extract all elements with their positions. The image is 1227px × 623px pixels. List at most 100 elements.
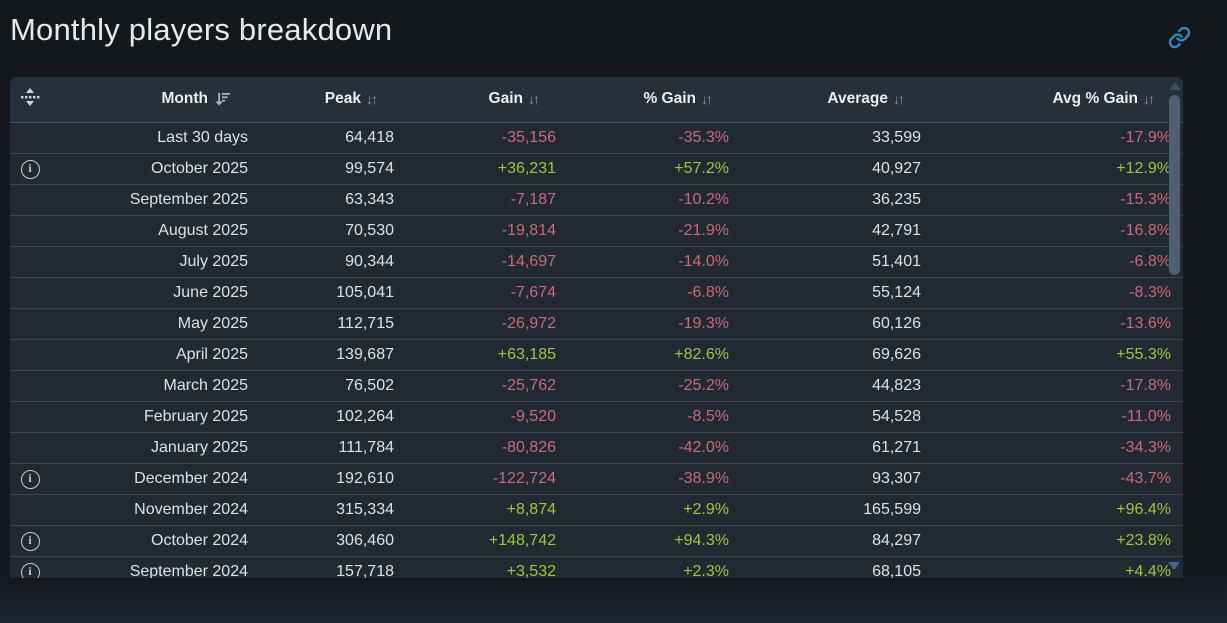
cell-average: 93,307: [741, 463, 933, 495]
cell-gain: +3,532: [406, 556, 568, 578]
permalink-link-icon[interactable]: [1168, 26, 1191, 49]
cell-avg-pct: +23.8%: [933, 525, 1183, 557]
cell-month: July 2025: [50, 246, 260, 278]
table-row[interactable]: i October 2024 306,460 +148,742 +94.3% 8…: [10, 525, 1183, 557]
info-icon[interactable]: i: [20, 160, 40, 179]
table-row[interactable]: i September 2025 63,343 -7,187 -10.2% 36…: [10, 184, 1183, 216]
cell-gain: -35,156: [501, 129, 556, 146]
drag-move-icon: [21, 88, 40, 106]
table-row[interactable]: i April 2025 139,687 +63,185 +82.6% 69,6…: [10, 339, 1183, 371]
cell-peak: 157,718: [260, 556, 406, 578]
cell-month: June 2025: [50, 277, 260, 309]
cell-gain-pct: -10.2%: [568, 184, 741, 216]
cell-month: December 2024: [50, 463, 260, 495]
table-row[interactable]: i October 2025 99,574 +36,231 +57.2% 40,…: [10, 153, 1183, 185]
col-header-gain-pct[interactable]: % Gain ↓↑: [568, 77, 741, 123]
cell-month: November 2024: [50, 494, 260, 526]
table-row[interactable]: i December 2024 192,610 -122,724 -38.9% …: [10, 463, 1183, 495]
table-row[interactable]: i March 2025 76,502 -25,762 -25.2% 44,82…: [10, 370, 1183, 402]
cell-gain: -14,697: [406, 246, 568, 278]
table-row[interactable]: i September 2024 157,718 +3,532 +2.3% 68…: [10, 556, 1183, 578]
cell-gain: +36,231: [406, 153, 568, 185]
table-row[interactable]: i November 2024 315,334 +8,874 +2.9% 165…: [10, 494, 1183, 526]
col-header-peak[interactable]: Peak ↓↑: [260, 77, 406, 123]
cell-avg-pct: +12.9%: [933, 153, 1183, 185]
cell-avg-pct: -43.7%: [933, 463, 1183, 495]
cell-avg-pct: +55.3%: [933, 339, 1183, 371]
col-header-avg-pct[interactable]: Avg % Gain ↓↑: [933, 77, 1183, 123]
cell-info: i: [10, 556, 50, 578]
cell-info: i: [10, 123, 50, 154]
cell-month: April 2025: [50, 339, 260, 371]
cell-average: 51,401: [741, 246, 933, 278]
cell-gain: -122,724: [406, 463, 568, 495]
scroll-down-arrow-icon[interactable]: [1168, 562, 1180, 570]
cell-gain: -26,972: [406, 308, 568, 340]
cell-peak: 90,344: [260, 246, 406, 278]
cell-info: i: [10, 494, 50, 526]
cell-avg-pct: -16.8%: [933, 215, 1183, 247]
page-title: Monthly players breakdown: [10, 12, 393, 47]
sort-updown-icon: ↓↑: [1143, 91, 1155, 108]
cell-peak: 306,460: [260, 525, 406, 557]
cell-average: 33,599: [872, 129, 921, 146]
cell-info: i: [10, 153, 50, 185]
cell-gain: +63,185: [406, 339, 568, 371]
cell-peak: 70,530: [260, 215, 406, 247]
cell-gain: -25,762: [406, 370, 568, 402]
cell-average: 40,927: [741, 153, 933, 185]
col-header-average[interactable]: Average ↓↑: [741, 77, 933, 123]
cell-gain: -80,826: [406, 432, 568, 464]
cell-month: March 2025: [50, 370, 260, 402]
monthly-players-table: Month Peak ↓↑ Gain ↓↑ % Gain ↓↑: [10, 77, 1183, 578]
sort-updown-icon: ↓↑: [528, 91, 540, 108]
col-header-month[interactable]: Month: [50, 77, 260, 123]
cell-peak: 102,264: [260, 401, 406, 433]
cell-avg-pct: -34.3%: [933, 432, 1183, 464]
col-label-peak: Peak: [324, 90, 361, 108]
cell-info: i: [10, 215, 50, 247]
info-icon[interactable]: i: [20, 563, 40, 578]
info-icon[interactable]: i: [20, 470, 40, 489]
vertical-scrollbar: [1168, 82, 1181, 572]
sort-updown-icon: ↓↑: [701, 91, 713, 108]
table-row[interactable]: i August 2025 70,530 -19,814 -21.9% 42,7…: [10, 215, 1183, 247]
table-row[interactable]: i February 2025 102,264 -9,520 -8.5% 54,…: [10, 401, 1183, 433]
col-label-avg-pct: Avg % Gain: [1052, 90, 1138, 108]
cell-avg-pct: -17.8%: [933, 370, 1183, 402]
cell-avg-pct: -6.8%: [933, 246, 1183, 278]
cell-peak: 99,574: [260, 153, 406, 185]
cell-peak: 111,784: [260, 432, 406, 464]
cell-peak: 315,334: [260, 494, 406, 526]
table-row[interactable]: i June 2025 105,041 -7,674 -6.8% 55,124 …: [10, 277, 1183, 309]
col-label-month: Month: [161, 90, 208, 108]
table-row[interactable]: i July 2025 90,344 -14,697 -14.0% 51,401…: [10, 246, 1183, 278]
cell-average: 68,105: [741, 556, 933, 578]
cell-peak: 112,715: [260, 308, 406, 340]
cell-info: i: [10, 370, 50, 402]
cell-peak: 105,041: [260, 277, 406, 309]
scroll-up-arrow-icon[interactable]: [1168, 82, 1181, 90]
cell-peak: 63,343: [260, 184, 406, 216]
cell-gain: -7,674: [406, 277, 568, 309]
scrollbar-thumb[interactable]: [1169, 95, 1180, 275]
table-row[interactable]: i May 2025 112,715 -26,972 -19.3% 60,126…: [10, 308, 1183, 340]
cell-info: i: [10, 463, 50, 495]
cell-gain: +8,874: [406, 494, 568, 526]
cell-gain-pct: +94.3%: [568, 525, 741, 557]
cell-average: 54,528: [741, 401, 933, 433]
col-header-drag[interactable]: [10, 77, 50, 123]
cell-average: 55,124: [741, 277, 933, 309]
cell-average: 165,599: [741, 494, 933, 526]
cell-month: February 2025: [50, 401, 260, 433]
cell-gain-pct: +82.6%: [568, 339, 741, 371]
cell-info: i: [10, 339, 50, 371]
cell-peak: 139,687: [260, 339, 406, 371]
cell-peak: 192,610: [260, 463, 406, 495]
sort-descending-icon: [215, 92, 230, 106]
info-icon[interactable]: i: [20, 532, 40, 551]
table-row[interactable]: i January 2025 111,784 -80,826 -42.0% 61…: [10, 432, 1183, 464]
col-header-gain[interactable]: Gain ↓↑: [406, 77, 568, 123]
table-row[interactable]: i Last 30 days 64,418 -35,156 -35.3% 33,…: [10, 123, 1183, 154]
